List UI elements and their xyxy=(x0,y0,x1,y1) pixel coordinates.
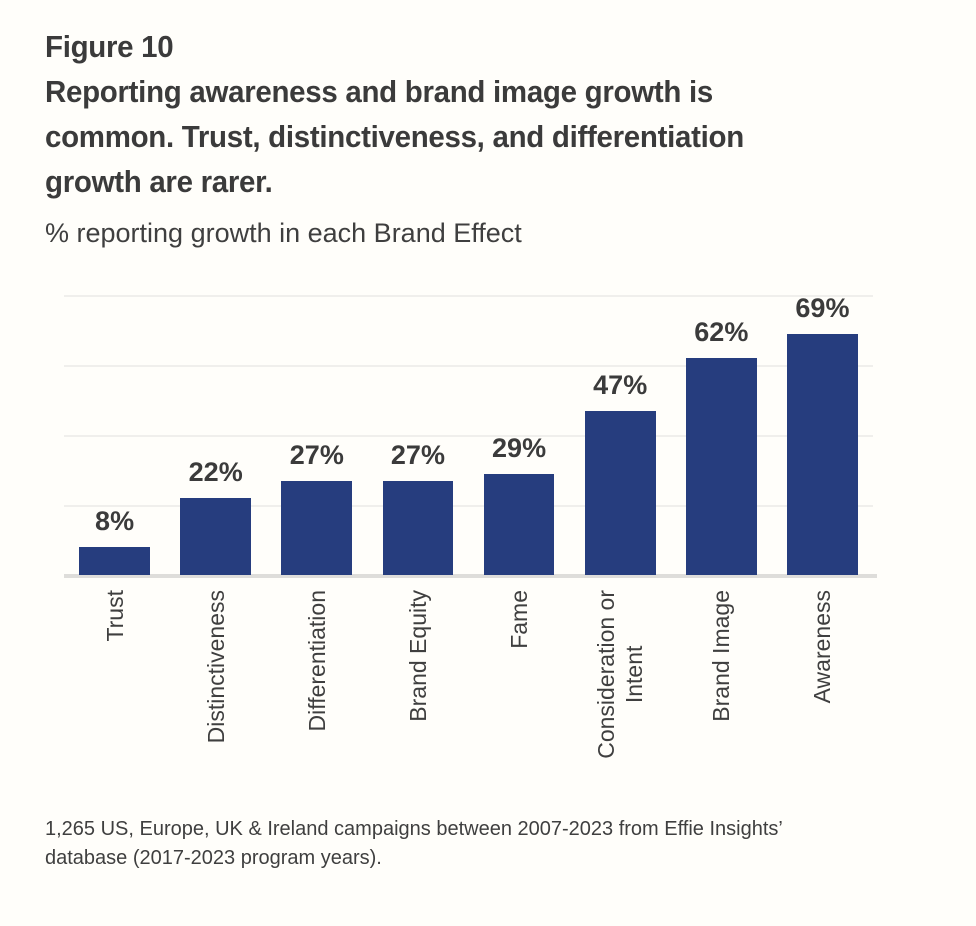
bar-column-awareness: 69% xyxy=(772,293,873,575)
bar-brand-image: 62% xyxy=(685,318,757,575)
chart-subtitle: % reporting growth in each Brand Effect xyxy=(45,218,522,248)
bar-value-label-distinctiveness: 22% xyxy=(188,457,243,488)
gridline-40pct xyxy=(64,435,873,437)
x-label-cell-brand-image: Brand Image xyxy=(671,575,772,807)
bar-column-differentiation: 27% xyxy=(266,295,367,575)
bar-column-fame: 29% xyxy=(469,295,570,575)
source-note: 1,265 US, Europe, UK & Ireland campaigns… xyxy=(45,818,783,869)
figure-header: Figure 10 Reporting awareness and brand … xyxy=(45,24,887,204)
bar-value-label-fame: 29% xyxy=(492,432,547,463)
bar-distinctiveness: 22% xyxy=(180,458,252,575)
x-label-brand-equity: Brand Equity xyxy=(404,590,431,722)
bar-column-trust: 8% xyxy=(64,295,165,575)
x-label-cell-awareness: Awareness xyxy=(772,575,873,807)
gridline-80pct xyxy=(64,295,873,297)
x-label-cell-consideration-or-intent: Consideration or Intent xyxy=(570,575,671,807)
bar-value-label-differentiation: 27% xyxy=(289,439,344,470)
x-label-brand-image: Brand Image xyxy=(708,590,735,722)
bar-value-label-awareness: 69% xyxy=(795,292,850,323)
x-label-cell-fame: Fame xyxy=(469,575,570,807)
bar-chart: 8% 22% 27% 27% 29% 47% 62% 69% Trust Distinctive… xyxy=(64,293,877,807)
plot-area: 8% 22% 27% 27% 29% 47% 62% 69% xyxy=(64,293,877,578)
gridline-60pct xyxy=(64,365,873,367)
bar-fame: 29% xyxy=(483,433,555,575)
bar-value-label-trust: 8% xyxy=(95,506,135,537)
bar-column-brand-equity: 27% xyxy=(367,295,468,575)
x-label-awareness: Awareness xyxy=(809,590,836,704)
x-label-distinctiveness: Distinctiveness xyxy=(202,590,229,744)
bar-consideration-or-intent: 47% xyxy=(584,370,656,575)
bars-container: 8% 22% 27% 27% 29% 47% 62% 69% xyxy=(64,293,873,575)
bar-column-consideration-or-intent: 47% xyxy=(570,295,671,575)
x-label-cell-distinctiveness: Distinctiveness xyxy=(165,575,266,807)
bar-differentiation: 27% xyxy=(281,440,353,575)
bar-column-brand-image: 62% xyxy=(671,295,772,575)
figure-label: Figure 10 xyxy=(45,29,174,64)
bar-value-label-brand-equity: 27% xyxy=(390,439,445,470)
bar-brand-equity: 27% xyxy=(382,440,454,575)
gridline-20pct xyxy=(64,505,873,507)
bar-value-label-consideration-or-intent: 47% xyxy=(593,369,648,400)
x-axis-labels: Trust Distinctiveness Differentiation Brand… xyxy=(64,575,873,807)
bar-trust: 8% xyxy=(79,507,150,575)
bar-column-distinctiveness: 22% xyxy=(165,295,266,575)
figure-title: Reporting awareness and brand image grow… xyxy=(45,74,744,199)
x-label-cell-trust: Trust xyxy=(64,575,165,807)
x-label-trust: Trust xyxy=(101,590,128,642)
x-label-cell-differentiation: Differentiation xyxy=(266,575,367,807)
x-label-fame: Fame xyxy=(506,590,533,649)
bar-awareness: 69% xyxy=(787,293,858,575)
x-axis-line xyxy=(64,574,877,578)
x-label-cell-brand-equity: Brand Equity xyxy=(367,575,468,807)
bar-value-label-brand-image: 62% xyxy=(694,317,749,348)
x-label-consideration-or-intent: Consideration or Intent xyxy=(593,590,648,759)
x-label-differentiation: Differentiation xyxy=(303,590,330,732)
